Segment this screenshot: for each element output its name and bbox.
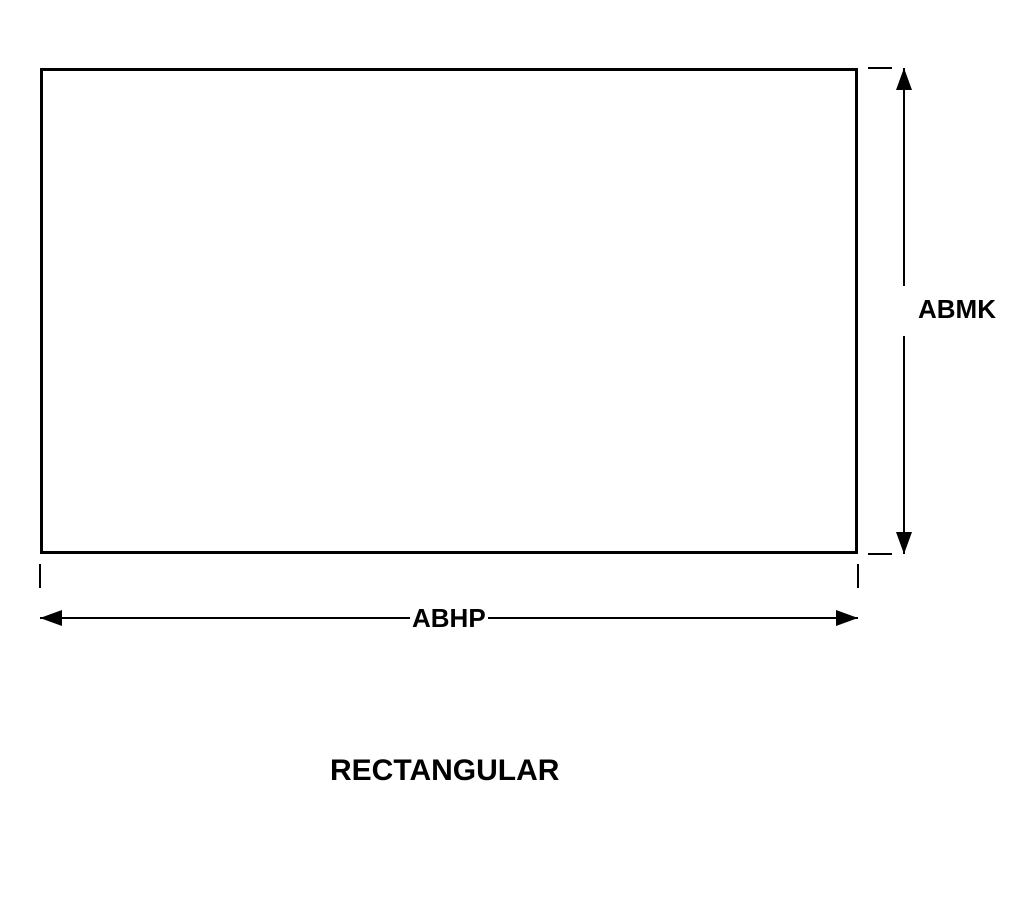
height-tick-bottom <box>868 553 892 555</box>
width-tick-left <box>39 564 41 588</box>
width-arrow-right <box>834 609 858 627</box>
technical-drawing: ABHP ABMK RECTANGULAR <box>40 68 976 768</box>
height-dim-line-upper <box>903 68 905 286</box>
width-tick-right <box>857 564 859 588</box>
width-dim-line-left <box>40 617 410 619</box>
width-dim-line-right <box>488 617 858 619</box>
height-arrow-up <box>895 68 913 92</box>
height-dimension-label: ABMK <box>918 294 996 325</box>
width-arrow-left <box>40 609 64 627</box>
height-tick-top <box>868 67 892 69</box>
height-dim-line-lower <box>903 336 905 554</box>
height-arrow-down <box>895 530 913 554</box>
width-dimension-label: ABHP <box>412 603 486 634</box>
rectangle-shape <box>40 68 858 554</box>
diagram-title: RECTANGULAR <box>330 754 559 788</box>
